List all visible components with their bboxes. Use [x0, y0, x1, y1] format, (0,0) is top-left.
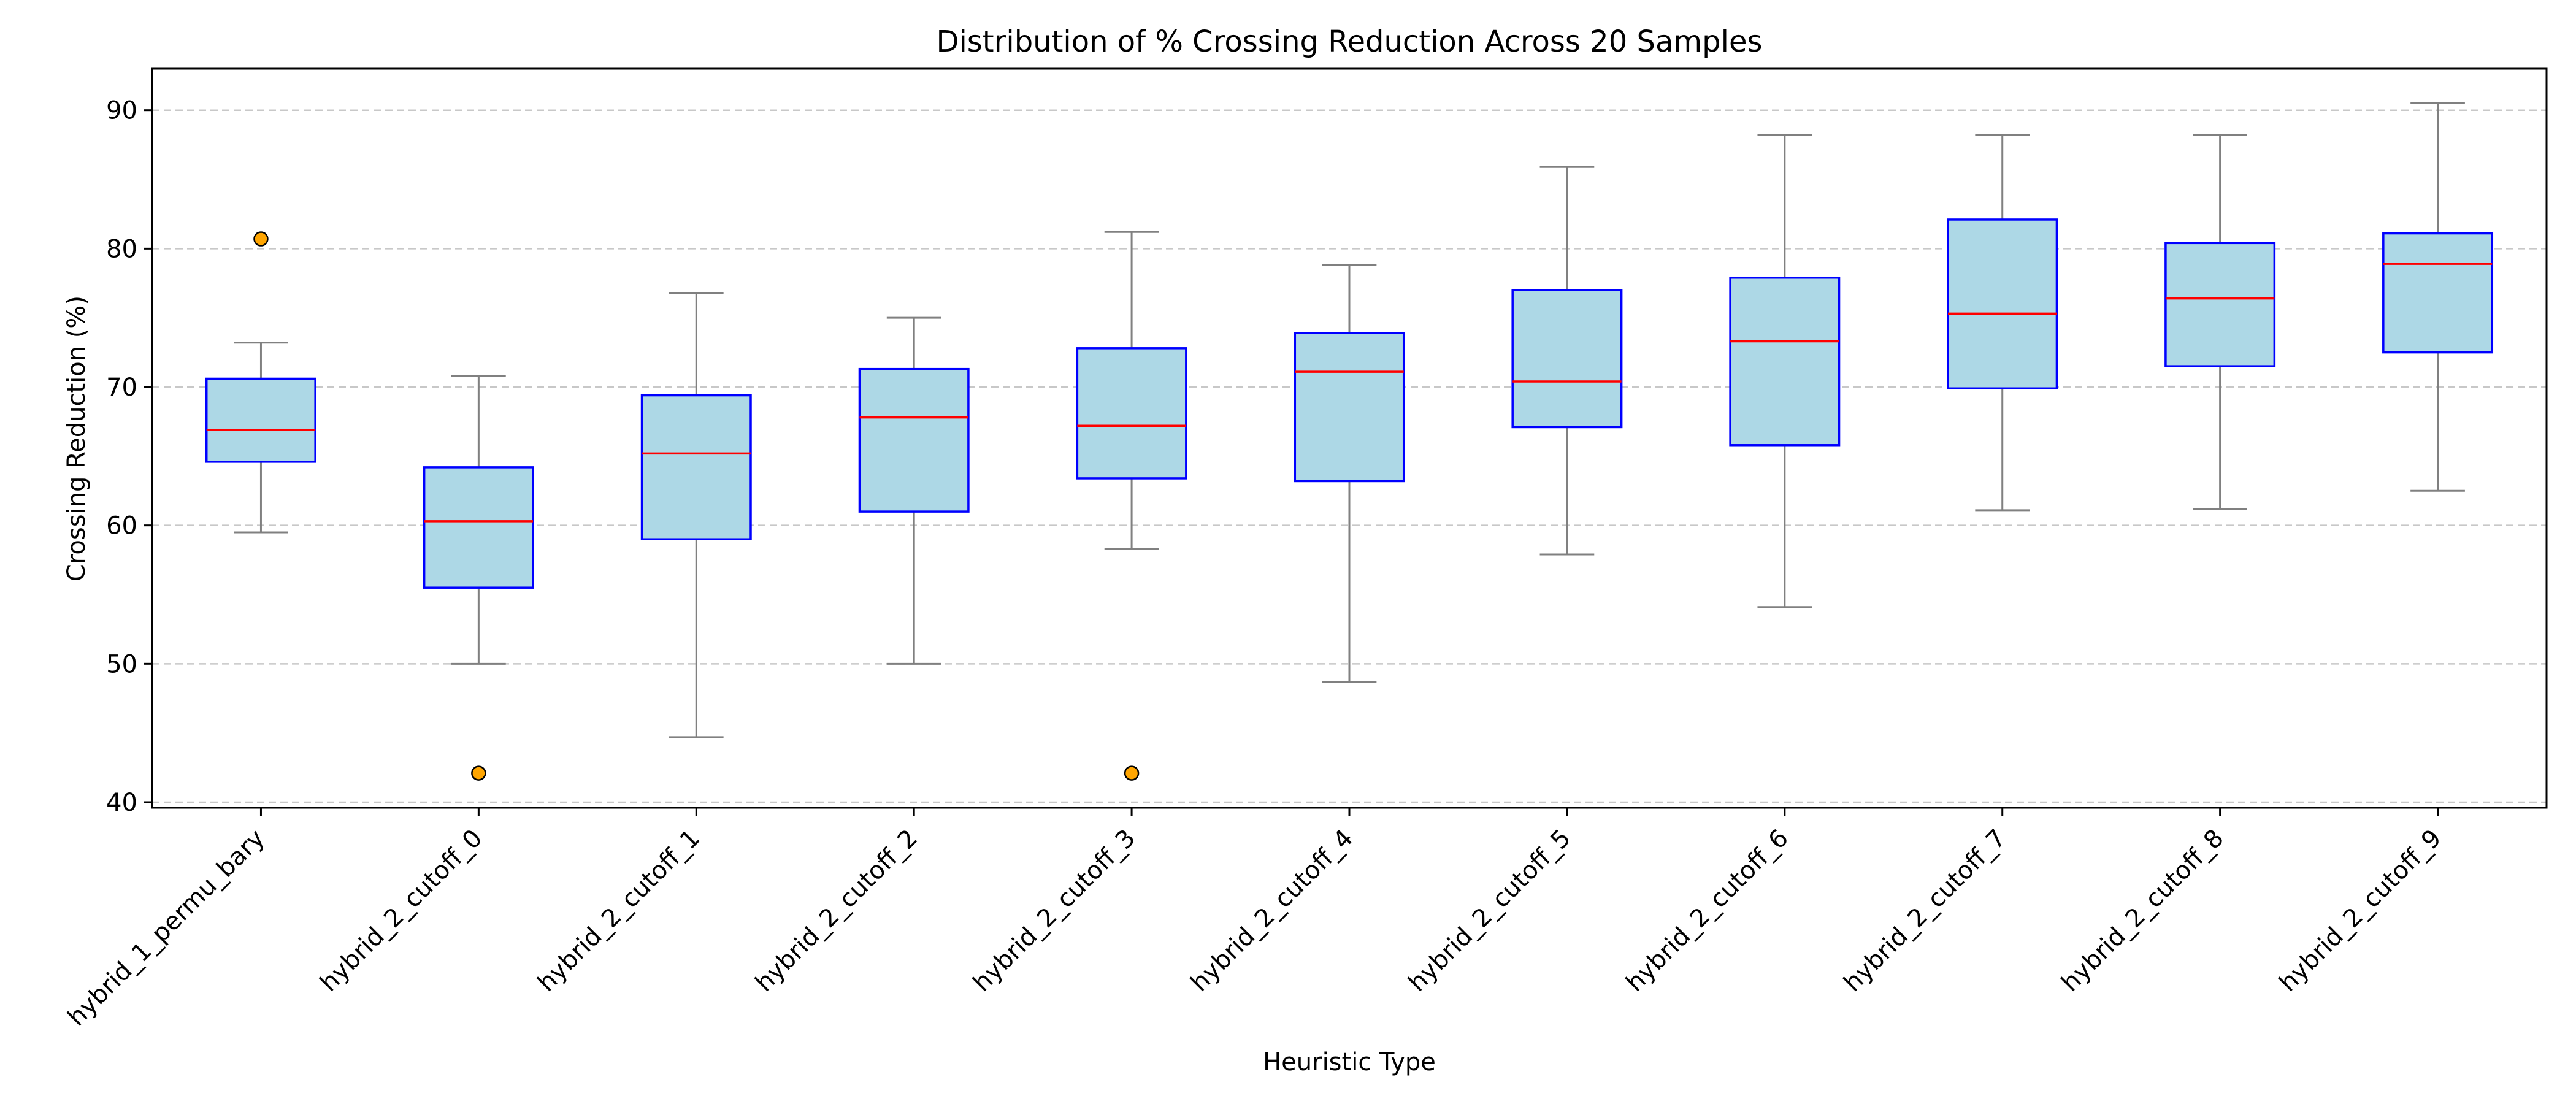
x-tick-label: hybrid_2_cutoff_8: [2056, 824, 2229, 997]
y-tick-label: 40: [106, 789, 137, 817]
box-iqr: [1511, 289, 1623, 429]
box-group: [1294, 264, 1405, 683]
plot-area: [205, 102, 2494, 781]
y-axis-label: Crossing Reduction (%): [63, 296, 91, 581]
box-iqr: [858, 367, 970, 513]
box-iqr: [205, 377, 316, 463]
y-tick-label: 70: [106, 374, 137, 402]
outlier-point: [471, 765, 486, 781]
box-iqr: [2382, 232, 2494, 354]
box-group: [1729, 134, 1841, 608]
x-tick-label: hybrid_2_cutoff_4: [1186, 824, 1359, 997]
box-group: [423, 375, 534, 781]
box-group: [1076, 231, 1187, 781]
x-tick-label: hybrid_2_cutoff_3: [968, 824, 1141, 997]
y-axis: 40 50 60 70 80 90: [106, 97, 152, 817]
box-group: [205, 231, 316, 534]
x-axis-label: Heuristic Type: [1263, 1048, 1436, 1076]
x-tick-label: hybrid_2_cutoff_1: [532, 824, 705, 997]
box-group: [2382, 102, 2494, 492]
x-tick-label: hybrid_1_permu_bary: [63, 824, 270, 1032]
gridlines: [152, 109, 2547, 803]
y-tick-label: 60: [106, 512, 137, 540]
box-iqr: [1294, 332, 1405, 483]
x-tick-label: hybrid_2_cutoff_2: [750, 824, 923, 997]
box-iqr: [423, 466, 534, 589]
x-tick-label: hybrid_2_cutoff_0: [315, 824, 488, 997]
x-tick-label: hybrid_2_cutoff_7: [1838, 824, 2011, 997]
x-axis: hybrid_1_permu_bary hybrid_2_cutoff_0 hybr…: [63, 808, 2447, 1032]
x-tick-label: hybrid_2_cutoff_9: [2274, 824, 2447, 997]
box-iqr: [640, 394, 752, 540]
x-tick-label: hybrid_2_cutoff_5: [1403, 824, 1576, 997]
box-iqr: [1076, 347, 1187, 480]
chart-title: Distribution of % Crossing Reduction Acr…: [937, 25, 1763, 59]
box-group: [858, 316, 970, 665]
y-tick-label: 50: [106, 650, 137, 678]
box-iqr: [1947, 218, 2058, 390]
outlier-point: [1124, 765, 1140, 781]
outlier-point: [253, 231, 269, 247]
box-group: [1947, 134, 2058, 512]
box-group: [2164, 134, 2276, 510]
y-tick-label: 90: [106, 97, 137, 125]
box-group: [1511, 166, 1623, 556]
y-tick-label: 80: [106, 235, 137, 263]
box-iqr: [1729, 276, 1841, 447]
box-group: [640, 292, 752, 738]
box-iqr: [2164, 242, 2276, 367]
x-tick-label: hybrid_2_cutoff_6: [1621, 824, 1794, 997]
